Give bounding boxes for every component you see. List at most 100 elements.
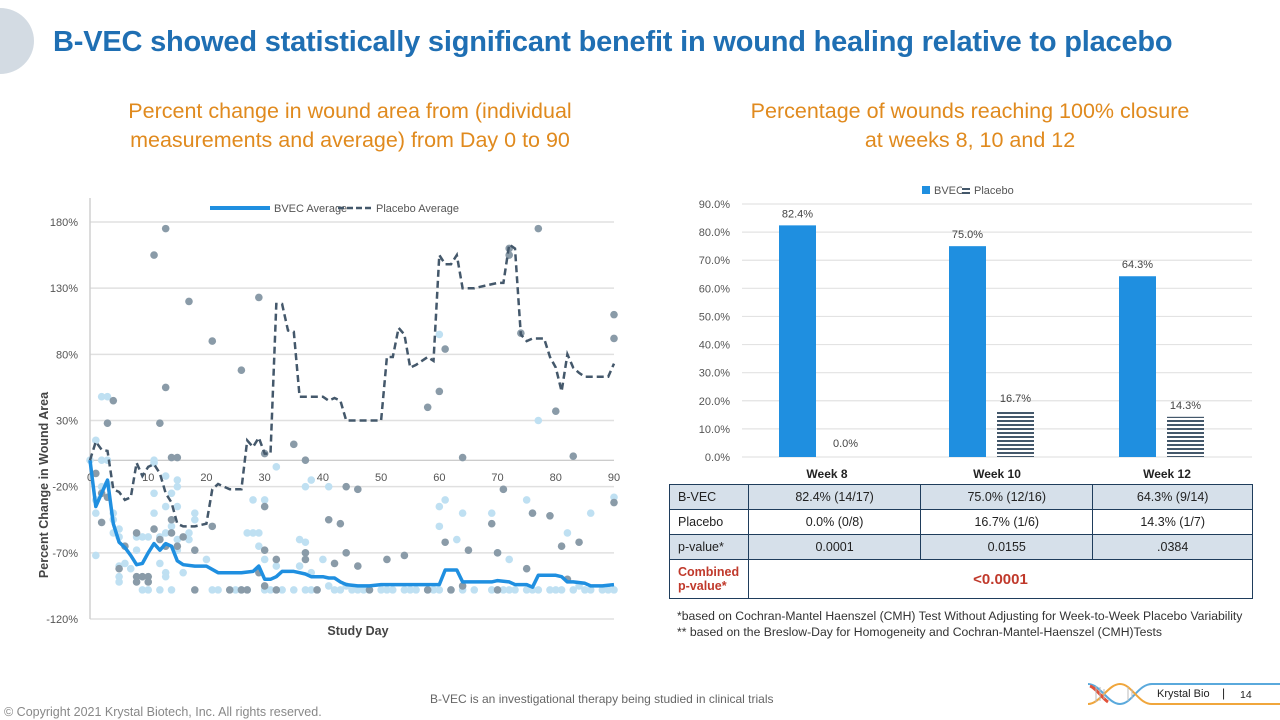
placebo-data-point <box>237 366 246 375</box>
bar-chart-category-labels: Week 8 Week 10 Week 12 <box>806 467 1191 480</box>
y-tick-label: -20% <box>52 482 78 494</box>
left-subtitle-line1: Percent change in wound area from (indiv… <box>128 99 572 123</box>
placebo-average-line <box>88 242 616 528</box>
bvec-data-point <box>278 586 286 594</box>
bvec-data-point <box>505 555 513 564</box>
placebo-data-point <box>365 586 374 594</box>
bvec-data-point <box>546 586 554 594</box>
placebo-data-point <box>161 224 170 233</box>
bvec-data-point <box>324 482 333 491</box>
bvec-average-line <box>88 459 615 589</box>
bvec-data-point <box>138 533 147 541</box>
placebo-data-point <box>342 482 350 491</box>
placebo-data-point <box>161 383 170 392</box>
legend-bvec-label: BVEC <box>934 185 964 197</box>
category-label: Week 8 <box>806 467 847 480</box>
y-tick-label: 60.0% <box>699 283 730 295</box>
bvec-data-point <box>260 555 269 564</box>
bvec-data-point <box>534 586 543 594</box>
table-cell: 64.3% (9/14) <box>1092 484 1253 510</box>
y-tick-label: 10.0% <box>699 424 730 436</box>
bvec-data-point <box>522 586 531 594</box>
placebo-data-point <box>167 529 176 537</box>
left-chart-x-axis-label: Study Day <box>327 624 388 638</box>
placebo-data-point <box>354 485 362 494</box>
bvec-data-point <box>92 509 100 517</box>
bvec-data-point <box>126 564 135 573</box>
bar-chart-y-ticks: 90.0% 80.0% 70.0% 60.0% 50.0% 40.0% 30.0% 20.0%… <box>699 199 730 464</box>
bvec-data-point <box>161 502 170 511</box>
copyright: © Copyright 2021 Krystal Biotech, Inc. A… <box>4 705 322 719</box>
left-chart-legend: BVEC Average Placebo Average <box>210 203 459 215</box>
placebo-data-point <box>435 387 444 396</box>
placebo-data-point <box>132 572 141 581</box>
bvec-data-point <box>260 496 269 504</box>
bvec-data-point <box>586 586 595 594</box>
bvec-data-point <box>400 586 409 594</box>
table-cell: 75.0% (12/16) <box>920 484 1094 510</box>
dna-rungs-icon <box>1095 686 1133 702</box>
placebo-data-point <box>336 519 345 528</box>
placebo-data-point <box>569 452 578 461</box>
table-cell: .0384 <box>1092 534 1253 560</box>
placebo-data-point <box>493 549 502 557</box>
bvec-data-point <box>499 586 508 594</box>
bvec-data-point <box>150 459 158 467</box>
bvec-data-point <box>255 542 263 551</box>
placebo-data-point <box>324 515 333 524</box>
placebo-data-point <box>208 522 217 531</box>
bvec-data-point <box>301 586 310 594</box>
category-label: Week 12 <box>1143 467 1191 480</box>
slide-title: B-VEC showed statistically significant b… <box>53 26 1173 58</box>
right-subtitle-line2: at weeks 8, 10 and 12 <box>864 128 1076 152</box>
x-tick-label: 30 <box>259 472 271 484</box>
bvec-data-point <box>173 482 182 491</box>
wound-area-line-chart: 180% 130% 80% 30% -20% -70% -120% 0 10 20 30 40 50 6… <box>37 198 620 638</box>
y-tick-label: 0.0% <box>705 452 730 464</box>
placebo-data-point <box>610 334 618 343</box>
placebo-data-point <box>150 525 158 533</box>
bvec-data-point <box>249 496 257 504</box>
bvec-data-point <box>377 586 385 594</box>
placebo-data-point <box>610 310 618 319</box>
placebo-data-point <box>191 546 199 554</box>
table-cell: 0.0155 <box>920 534 1094 560</box>
x-tick-label: 10 <box>142 472 154 484</box>
placebo-data-point <box>289 440 298 449</box>
placebo-data-point <box>208 337 217 345</box>
bvec-data-point <box>295 562 304 570</box>
placebo-data-point <box>132 529 141 537</box>
bvec-data-point <box>534 416 543 425</box>
bvec-data-point <box>115 578 123 586</box>
bvec-data-point <box>161 572 170 581</box>
bvec-data-point <box>604 586 612 594</box>
left-chart-y-ticks: 180% 130% 80% 30% -20% -70% -120% <box>46 217 78 626</box>
y-tick-label: 50.0% <box>699 311 730 323</box>
bvec-data-point <box>487 586 496 594</box>
combined-label-line2: p-value* <box>678 579 727 593</box>
placebo-data-point <box>464 546 473 554</box>
placebo-data-point <box>272 586 281 594</box>
decorative-circle <box>0 8 34 74</box>
left-chart-y-axis-label: Percent Change in Wound Area <box>37 391 51 578</box>
table-row-combined: Combined p-value* <0.0001 <box>669 559 1253 599</box>
bvec-data-point <box>324 582 333 590</box>
bvec-data-point <box>191 509 199 517</box>
closure-bar-chart: 90.0% 80.0% 70.0% 60.0% 50.0% 40.0% 30.0% 20.0%… <box>699 185 1252 480</box>
bvec-data-point <box>388 586 397 594</box>
left-chart-scatter-points <box>86 224 618 594</box>
bvec-data-point <box>598 586 607 594</box>
x-tick-label: 90 <box>608 472 620 484</box>
x-tick-label: 0 <box>87 472 93 484</box>
placebo-data-point <box>423 586 432 594</box>
legend-placebo-label: Placebo Average <box>376 203 459 215</box>
table-cell: 0.0% (0/8) <box>747 509 922 535</box>
placebo-data-point <box>272 555 281 564</box>
bvec-data-point <box>156 559 164 568</box>
bvec-data-point <box>214 586 222 594</box>
bvec-data-point <box>289 586 298 594</box>
y-tick-label: -120% <box>46 614 78 626</box>
placebo-data-point <box>493 586 502 594</box>
bvec-data-point <box>161 472 170 480</box>
bvec-data-point <box>144 533 153 541</box>
